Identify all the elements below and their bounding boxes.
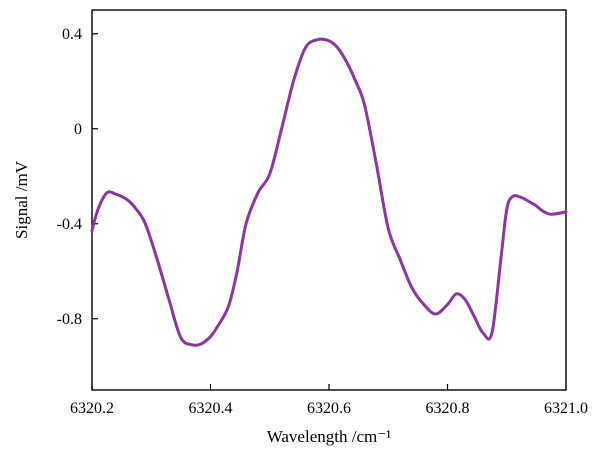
signal-series-line — [90, 37, 568, 347]
y-axis-title: Signal /mV — [12, 160, 31, 239]
x-tick-label: 6320.8 — [426, 400, 470, 417]
plot-frame — [91, 9, 567, 391]
y-tick-label: -0.8 — [57, 311, 82, 328]
x-axis-title: Wavelength /cm⁻¹ — [267, 427, 392, 446]
x-tick-label: 6320.4 — [189, 400, 233, 417]
x-tick-label: 6320.6 — [307, 400, 351, 417]
y-tick-label: -0.4 — [57, 216, 82, 233]
y-axis: 0.4 0 -0.4 -0.8 — [57, 26, 98, 328]
x-tick-label: 6320.2 — [70, 400, 114, 417]
x-tick-label: 6321.0 — [544, 400, 588, 417]
y-tick-label: 0.4 — [62, 26, 82, 43]
y-tick-label: 0 — [74, 121, 82, 138]
x-axis: 6320.2 6320.4 6320.6 6320.8 6321.0 — [70, 384, 588, 417]
